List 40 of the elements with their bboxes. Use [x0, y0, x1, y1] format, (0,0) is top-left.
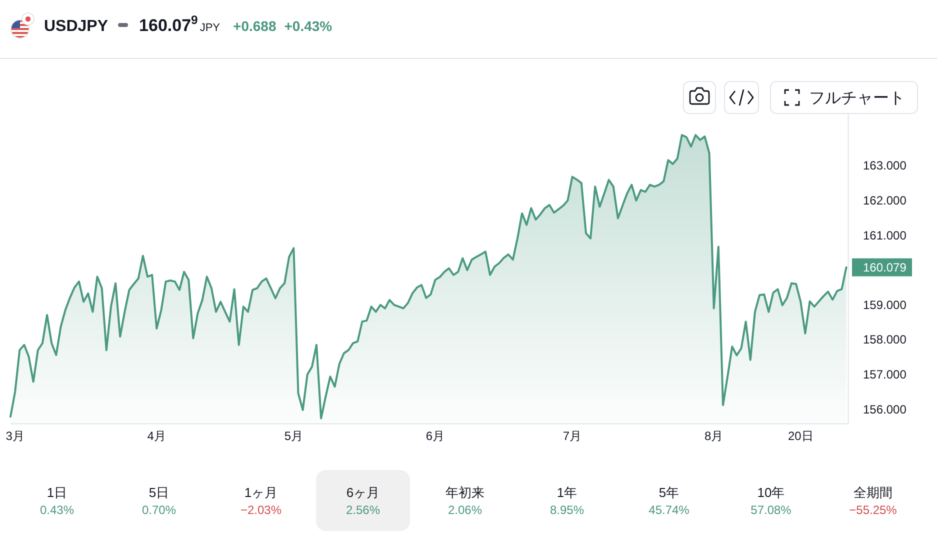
y-tick: 156.000 [863, 402, 906, 416]
period-change: 2.06% [448, 503, 482, 517]
button-fullchart: フルチャート [770, 81, 918, 114]
y-tick: 157.000 [863, 367, 906, 382]
x-tick: 6月 [426, 429, 445, 443]
y-tick: 159.000 [863, 298, 906, 312]
x-tick: 7月 [562, 429, 582, 443]
currency: JPY [200, 22, 220, 34]
annotation: 160.079 [863, 260, 907, 274]
period-change: 0.70% [142, 503, 176, 517]
period-name: 5年 [658, 484, 680, 500]
x-tick: 20日 [788, 429, 814, 443]
price: 160.07$^{9}$ [139, 13, 198, 35]
x-tick: 3月 [6, 429, 24, 443]
title: USDJPY [44, 18, 108, 35]
y-tick: 162.000 [863, 193, 906, 208]
x-tick: 5月 [284, 429, 303, 443]
y-tick: 161.000 [863, 228, 906, 242]
period-name: 年初来 [446, 484, 484, 500]
period-name: 10年 [757, 484, 785, 500]
period-change: 2.56% [346, 503, 380, 517]
x-tick: 4月 [147, 429, 166, 443]
period-name: 1日 [46, 484, 68, 500]
change-percent: +0.43% [284, 18, 332, 34]
period-change: 8.95% [550, 503, 584, 517]
period-name: 5日 [148, 484, 170, 500]
y-tick: 163.000 [863, 158, 906, 173]
x-tick: 8月 [704, 429, 724, 443]
period-change: 57.08% [750, 503, 792, 517]
period-name: 6ヶ月 [346, 484, 380, 500]
change: +0.688 [233, 18, 276, 34]
period-name: 全期間 [854, 484, 892, 500]
period-change: 0.43% [40, 503, 74, 517]
last-value-label: 160.079 [852, 258, 912, 276]
period-change: −2.03% [240, 503, 282, 517]
y-tick: 158.000 [863, 332, 906, 347]
period-name: 1ヶ月 [244, 484, 278, 500]
period-name: 1年 [556, 484, 578, 500]
period-change: −55.25% [849, 503, 897, 517]
period-change: 45.74% [648, 503, 690, 517]
